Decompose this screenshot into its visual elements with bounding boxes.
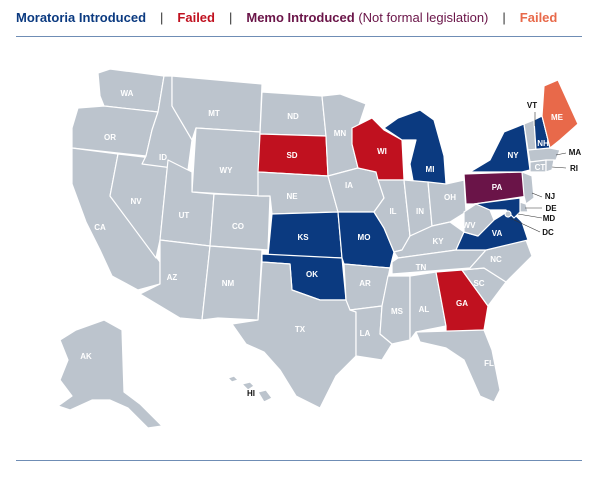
state-fl[interactable] [415,329,501,403]
state-label-md: MD [543,214,556,223]
state-nm[interactable] [201,245,263,321]
state-label-ri: RI [570,164,578,173]
state-ny[interactable] [469,123,531,173]
state-label-ga: GA [456,299,468,308]
state-label-tx: TX [295,325,306,334]
state-label-sd: SD [286,151,297,160]
state-label-al: AL [419,305,430,314]
state-label-de: DE [545,204,557,213]
state-label-oh: OH [444,193,456,202]
state-co[interactable] [209,193,271,251]
state-label-ne: NE [286,192,298,201]
state-label-mi: MI [426,165,435,174]
leader-lines [509,112,567,233]
state-label-ok: OK [306,270,318,279]
state-label-co: CO [232,222,244,231]
state-label-pa: PA [492,183,503,192]
state-label-nh: NH [537,139,549,148]
state-or[interactable] [71,105,159,157]
state-wy[interactable] [191,127,261,197]
state-label-wy: WY [220,166,234,175]
state-label-me: ME [551,113,564,122]
legend: Moratoria Introduced | Failed | Memo Introdu… [16,10,584,30]
state-al[interactable] [409,271,447,341]
state-label-il: IL [389,207,396,216]
legend-separator: | [502,10,506,25]
state-label-va: VA [492,229,503,238]
state-label-wa: WA [121,89,134,98]
state-label-nm: NM [222,279,235,288]
state-label-hi: HI [247,389,255,398]
state-label-fl: FL [484,359,494,368]
state-label-ak: AK [80,352,92,361]
state-label-nd: ND [287,112,299,121]
state-label-in: IN [416,207,424,216]
state-label-dc: DC [542,228,554,237]
state-label-ut: UT [179,211,190,220]
state-label-wi: WI [377,147,387,156]
state-label-ms: MS [391,307,404,316]
state-label-ar: AR [359,279,371,288]
state-label-az: AZ [167,273,178,282]
state-label-ma: MA [569,148,582,157]
state-label-tn: TN [416,263,427,272]
state-oh[interactable] [427,179,467,227]
state-label-wv: WV [463,221,477,230]
legend-separator: | [160,10,164,25]
top-rule [16,36,582,37]
legend-failed-second: Failed [519,10,558,25]
legend-memo: Memo Introduced [246,10,355,25]
state-label-ks: KS [297,233,309,242]
legend-memo-note: (Not formal legislation) [358,10,489,25]
state-label-nv: NV [130,197,142,206]
state-label-ia: IA [345,181,353,190]
state-label-id: ID [159,153,167,162]
state-label-la: LA [360,329,371,338]
state-label-mo: MO [358,233,371,242]
state-hi[interactable] [227,375,273,403]
state-tx[interactable] [231,261,357,409]
state-label-vt: VT [527,101,537,110]
state-label-ny: NY [507,151,519,160]
state-label-nj: NJ [545,192,555,201]
state-ia[interactable] [327,167,385,213]
state-ak[interactable] [57,319,163,429]
legend-separator: | [228,10,233,25]
legend-moratoria: Moratoria Introduced [16,10,147,25]
state-label-mt: MT [208,109,220,118]
state-dc[interactable] [504,210,512,218]
bottom-rule [16,460,582,461]
state-label-nc: NC [490,255,502,264]
state-label-ca: CA [94,223,106,232]
state-label-sc: SC [473,279,484,288]
state-label-or: OR [104,133,116,142]
state-label-mn: MN [334,129,347,138]
legend-failed: Failed [177,10,215,25]
state-ma[interactable] [527,147,561,163]
state-ri[interactable] [545,159,555,173]
state-label-ct: CT [535,163,546,172]
state-label-ky: KY [432,237,444,246]
state-nj[interactable] [521,171,535,205]
